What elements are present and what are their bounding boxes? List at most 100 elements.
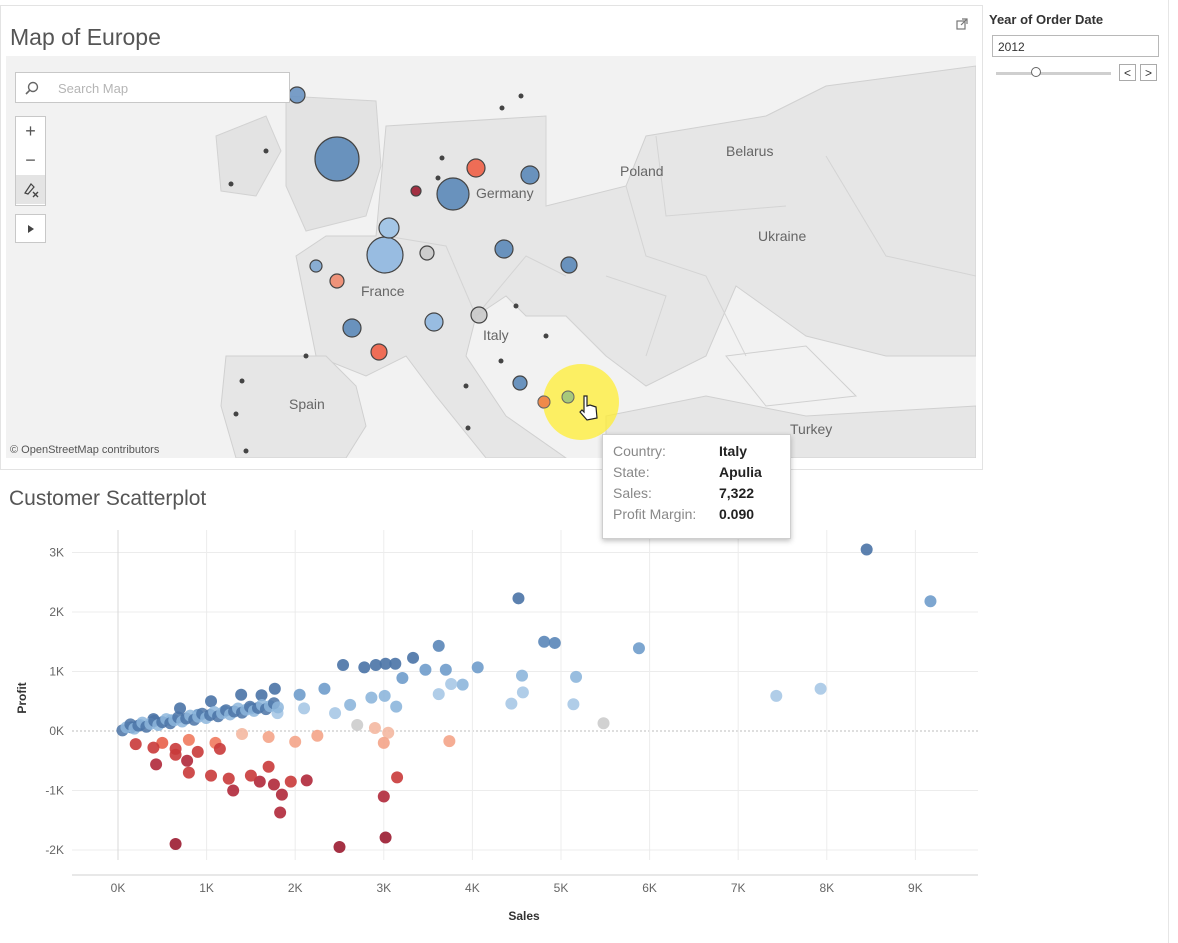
scatter-point[interactable] [379,831,392,844]
scatter-point[interactable] [396,672,409,685]
scatter-point[interactable] [770,689,783,702]
map-mark-small[interactable] [435,175,441,181]
scatter-point[interactable] [191,745,204,758]
scatter-point[interactable] [390,700,403,713]
year-slider-track[interactable] [996,72,1111,75]
map-tools-expand-button[interactable] [15,214,46,243]
scatter-point[interactable] [169,742,182,755]
map-search-box[interactable] [15,72,290,103]
scatter-point[interactable] [271,701,284,714]
map-mark-small[interactable] [463,383,469,389]
scatter-point[interactable] [570,670,583,683]
scatter-point[interactable] [147,741,160,754]
scatter-point[interactable] [391,771,404,784]
scatter-point[interactable] [150,758,163,771]
map-mark-small[interactable] [243,448,249,454]
scatter-point[interactable] [365,691,378,704]
map-mark[interactable] [512,375,528,391]
scatter-point[interactable] [516,686,529,699]
reset-map-button[interactable] [16,175,45,204]
scatter-point[interactable] [274,806,287,819]
map-mark[interactable] [436,177,470,211]
map-mark-small[interactable] [499,105,505,111]
scatter-point[interactable] [222,772,235,785]
previous-year-button[interactable]: < [1119,64,1136,81]
scatter-point[interactable] [389,657,402,670]
map-mark-small[interactable] [465,425,471,431]
map-mark[interactable] [537,395,551,409]
year-slider-thumb[interactable] [1031,67,1041,77]
scatter-point[interactable] [379,657,392,670]
scatter-point[interactable] [368,722,381,735]
scatter-point[interactable] [267,778,280,791]
map-mark-small[interactable] [543,333,549,339]
scatter-point[interactable] [382,726,395,739]
map-canvas[interactable]: Poland Belarus Ukraine Germany France Italy Sp… [6,56,976,458]
zoom-out-button[interactable]: − [25,150,36,170]
map-mark[interactable] [378,217,400,239]
map-mark[interactable] [419,245,435,261]
map-attribution[interactable]: © OpenStreetMap contributors [10,444,160,456]
scatter-point[interactable] [924,595,937,608]
scatter-point[interactable] [432,639,445,652]
scatter-point[interactable] [182,766,195,779]
scatter-point[interactable] [377,790,390,803]
map-mark[interactable] [370,343,388,361]
scatter-point[interactable] [333,841,346,854]
map-mark[interactable] [494,239,514,259]
scatter-point[interactable] [174,702,187,715]
scatter-point[interactable] [445,677,458,690]
scatter-point[interactable] [181,754,194,767]
year-filter-dropdown[interactable]: 2012 [992,35,1159,57]
scatter-point[interactable] [814,682,827,695]
scatter-point[interactable] [439,663,452,676]
scatter-point[interactable] [358,661,371,674]
map-mark[interactable] [288,86,306,104]
scatter-point[interactable] [262,760,275,773]
map-mark-small[interactable] [498,358,504,364]
map-mark[interactable] [466,158,486,178]
scatter-point[interactable] [351,719,364,732]
scatter-point[interactable] [369,658,382,671]
scatter-point[interactable] [182,733,195,746]
map-mark-small[interactable] [303,353,309,359]
scatter-point[interactable] [344,698,357,711]
scatter-point[interactable] [471,661,484,674]
scatter-point[interactable] [284,775,297,788]
scatter-point[interactable] [377,736,390,749]
scatter-point[interactable] [632,642,645,655]
map-mark[interactable] [410,185,422,197]
map-mark[interactable] [520,165,540,185]
scatter-point[interactable] [236,727,249,740]
scatter-point[interactable] [419,663,432,676]
scatter-point[interactable] [860,543,873,556]
map-mark-small[interactable] [439,155,445,161]
map-mark[interactable] [366,236,404,274]
map-mark-small[interactable] [233,411,239,417]
scatter-point[interactable] [262,730,275,743]
external-link-icon[interactable] [956,18,968,30]
map-mark-small[interactable] [513,303,519,309]
next-year-button[interactable]: > [1140,64,1157,81]
map-mark[interactable] [314,136,360,182]
map-mark[interactable] [424,312,444,332]
map-mark[interactable] [470,306,488,324]
scatter-point[interactable] [548,636,561,649]
scatter-point[interactable] [253,775,266,788]
scatter-point[interactable] [329,707,342,720]
map-mark-small[interactable] [263,148,269,154]
search-map-input[interactable] [56,78,285,99]
map-mark[interactable] [309,259,323,273]
scatter-point[interactable] [456,678,469,691]
scatter-point[interactable] [293,688,306,701]
scatter-point[interactable] [255,689,268,702]
map-mark-small[interactable] [518,93,524,99]
scatter-point[interactable] [227,784,240,797]
scatter-point[interactable] [275,788,288,801]
scatter-point[interactable] [337,658,350,671]
scatter-point[interactable] [205,695,218,708]
scatter-point[interactable] [298,702,311,715]
scatter-point[interactable] [205,769,218,782]
scatter-point[interactable] [311,729,324,742]
scatter-point[interactable] [512,592,525,605]
